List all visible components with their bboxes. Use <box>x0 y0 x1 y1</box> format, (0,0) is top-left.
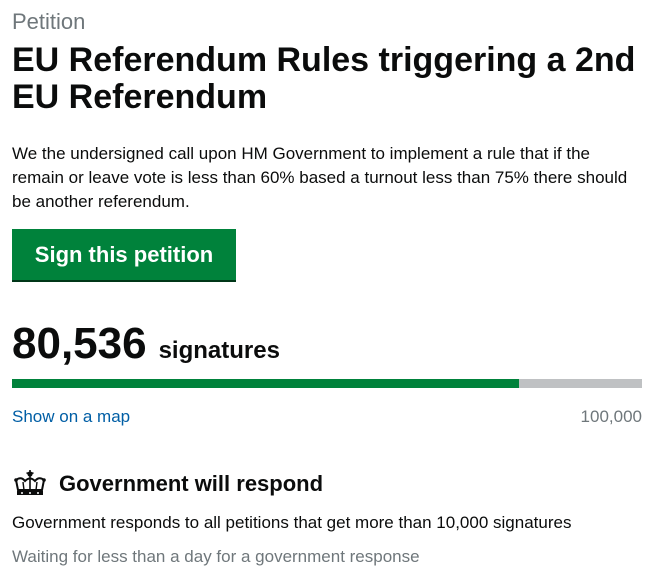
government-response-status: Waiting for less than a day for a govern… <box>12 547 420 566</box>
government-response-text: Government responds to all petitions tha… <box>12 513 572 532</box>
signature-target: 100,000 <box>580 407 642 426</box>
sign-petition-button[interactable]: Sign this petition <box>12 229 236 280</box>
signature-count: 80,536 <box>12 319 147 368</box>
signature-progress-fill <box>12 379 520 388</box>
government-response-heading: Government will respond <box>59 471 324 496</box>
crown-icon <box>12 470 48 498</box>
government-response-header: Government will respond <box>12 470 323 500</box>
petition-description: We the undersigned call upon HM Governme… <box>12 144 628 211</box>
signature-progress-bar <box>12 379 642 388</box>
signature-count-label: signatures <box>158 337 280 364</box>
show-on-map-link[interactable]: Show on a map <box>12 407 131 426</box>
signature-count-row: 80,536 signatures <box>12 316 280 372</box>
petition-kicker: Petition <box>12 9 86 34</box>
page-title: EU Referendum Rules triggering a 2nd EU … <box>12 41 636 116</box>
